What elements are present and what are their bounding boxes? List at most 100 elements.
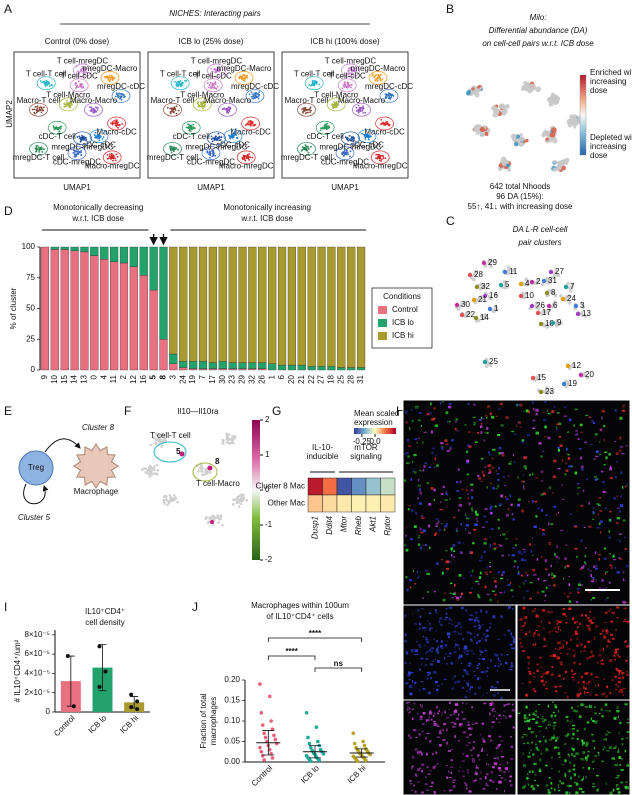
- pair-dot: [563, 284, 569, 290]
- micro-signal: [421, 763, 425, 766]
- micro-signal: [441, 683, 443, 685]
- umap-cluster-label: Macro-T cell: [151, 96, 195, 105]
- micro-signal: [594, 433, 598, 436]
- micro-signal: [448, 770, 450, 773]
- micro-signal: [544, 425, 547, 429]
- umap-dot: [309, 111, 311, 114]
- micro-signal: [443, 527, 446, 530]
- umap-dot: [246, 76, 248, 79]
- micro-signal: [619, 721, 622, 725]
- feature-dot: [207, 470, 211, 474]
- micro-signal: [580, 504, 584, 508]
- pair-dot: [536, 278, 541, 282]
- umap-cluster-label: Macro-cDC: [96, 128, 137, 137]
- micro-signal: [457, 468, 460, 471]
- umap-outline: [181, 120, 201, 135]
- micro-signal: [504, 654, 506, 656]
- feature-dot: [155, 472, 159, 476]
- micro-signal: [615, 452, 619, 455]
- umap-dot: [78, 135, 81, 138]
- cluster-number: 24: [567, 294, 576, 303]
- micro-signal: [418, 644, 421, 647]
- micro-signal: [456, 644, 460, 647]
- micro-signal: [559, 444, 563, 447]
- micro-signal: [500, 494, 504, 498]
- micro-signal: [552, 475, 557, 479]
- micro-signal: [475, 722, 478, 724]
- micro-signal: [539, 730, 541, 733]
- umap-cluster-label: mregDC-T cell: [281, 153, 333, 162]
- error-bar: [355, 748, 368, 758]
- umap-dot: [117, 121, 119, 124]
- micro-signal: [547, 704, 550, 708]
- micro-signal: [419, 615, 422, 618]
- bar-segment: [169, 363, 178, 371]
- umap-dot: [109, 78, 112, 81]
- cluster-number: 16: [489, 291, 498, 300]
- micro-signal: [432, 752, 434, 756]
- feature-dot: [200, 469, 203, 473]
- umap-dot: [244, 155, 247, 157]
- micro-signal: [523, 485, 525, 488]
- micro-signal: [582, 776, 584, 778]
- legend-text: Depleted with: [590, 133, 632, 142]
- umap-outline: [29, 102, 48, 117]
- micro-signal: [455, 481, 459, 484]
- micro-signal: [615, 683, 618, 686]
- micro-signal: [533, 631, 536, 635]
- micro-signal: [456, 527, 458, 529]
- micro-signal: [558, 770, 560, 773]
- micro-signal: [550, 673, 554, 676]
- micro-signal: [585, 744, 588, 747]
- micro-signal: [615, 784, 619, 786]
- micro-signal: [471, 757, 475, 760]
- colorbar-tick-label: 1: [265, 450, 270, 459]
- micro-signal: [483, 542, 487, 545]
- umap-dot: [387, 97, 390, 100]
- heat-cell: [336, 494, 352, 513]
- micro-signal: [536, 557, 539, 561]
- heat-cell: [336, 477, 352, 496]
- micro-signal: [528, 718, 532, 721]
- micro-signal: [589, 693, 592, 697]
- pair-dot: [479, 297, 484, 302]
- umap-dot: [93, 134, 96, 136]
- micro-signal: [588, 704, 591, 707]
- micro-signal: [596, 564, 598, 567]
- micro-signal: [619, 504, 624, 508]
- micro-signal: [406, 462, 410, 465]
- micro-signal: [485, 782, 488, 786]
- micro-signal: [500, 451, 504, 455]
- pair-dot: [525, 278, 530, 283]
- micro-signal: [613, 497, 616, 500]
- micro-signal: [576, 644, 579, 647]
- feature-label: T cell-Macro: [196, 479, 240, 488]
- micro-signal: [417, 713, 419, 715]
- micro-signal: [529, 681, 532, 683]
- micro-signal: [528, 770, 531, 774]
- umap-dot: [119, 97, 122, 99]
- micro-signal: [592, 421, 596, 424]
- micro-signal: [544, 401, 547, 403]
- micro-signal: [444, 439, 448, 443]
- micro-signal: [458, 497, 462, 499]
- umap-dot: [220, 136, 223, 139]
- heat-cell: [365, 494, 381, 513]
- umap-dot: [380, 160, 383, 162]
- umap-dot: [115, 121, 117, 124]
- umap-cluster-label: cDC-T cell: [173, 132, 210, 141]
- micro-signal: [489, 565, 492, 568]
- micro-signal: [468, 664, 471, 667]
- nhood-dot: [479, 131, 486, 137]
- umap-outline: [379, 89, 399, 103]
- significance-label: ****: [285, 647, 298, 656]
- umap-outline: [368, 71, 388, 85]
- micro-signal: [510, 503, 513, 507]
- micro-signal: [617, 654, 619, 657]
- micro-signal: [624, 703, 628, 706]
- micro-signal: [592, 719, 595, 723]
- micro-signal: [545, 749, 549, 752]
- micro-signal: [552, 701, 554, 703]
- umap-dot: [241, 78, 244, 81]
- feature-dot: [225, 441, 229, 444]
